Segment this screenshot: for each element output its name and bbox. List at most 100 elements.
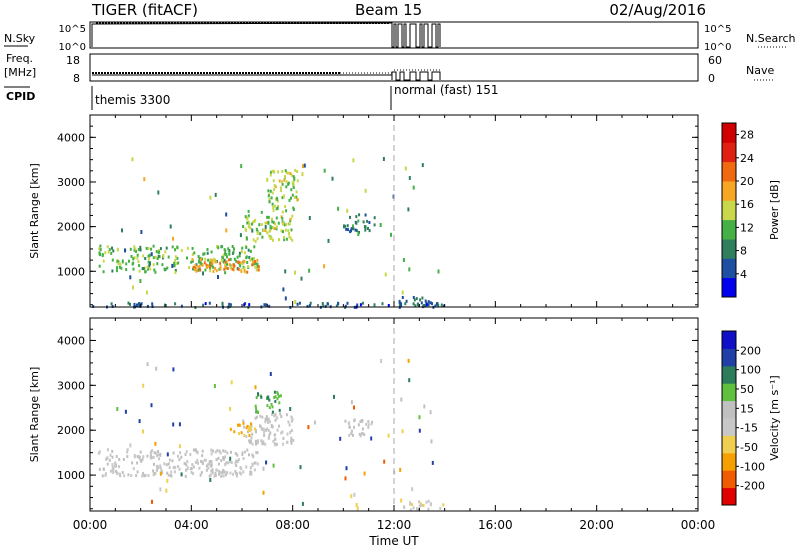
echo-cell	[380, 359, 383, 363]
echo-cell	[140, 230, 143, 234]
echo-cell	[111, 258, 114, 262]
echo-cell	[242, 457, 245, 460]
freq-tick-top: 18	[66, 54, 80, 67]
echo-cell	[193, 251, 196, 255]
echo-cell	[283, 178, 286, 182]
echo-cell	[163, 268, 166, 272]
echo-cell	[294, 168, 297, 172]
echo-cell	[121, 471, 124, 474]
echo-cell	[248, 426, 251, 430]
echo-cell	[294, 300, 297, 304]
echo-cell	[124, 409, 127, 414]
echo-cell	[116, 248, 119, 252]
echo-cell	[146, 265, 149, 269]
echo-cell	[359, 303, 362, 307]
echo-cell	[132, 467, 135, 471]
echo-cell	[259, 232, 262, 236]
echo-cell	[333, 394, 335, 399]
echo-cell	[191, 247, 194, 250]
echo-region	[242, 209, 294, 243]
echo-cell	[398, 299, 401, 304]
echo-cell	[129, 275, 132, 280]
echo-cell	[217, 246, 220, 250]
echo-cell	[143, 474, 146, 478]
echo-cell	[124, 248, 126, 253]
echo-cell	[271, 202, 274, 206]
echo-cell	[115, 455, 118, 458]
echo-cell	[107, 250, 110, 254]
echo-cell	[263, 430, 266, 434]
echo-cell	[240, 472, 243, 476]
echo-cell	[99, 244, 102, 248]
echo-cell	[130, 255, 133, 258]
echo-cell	[252, 257, 255, 260]
echo-cell	[216, 449, 219, 453]
echo-cell	[282, 194, 285, 199]
echo-cell	[352, 158, 355, 163]
echo-cell	[234, 470, 237, 473]
echo-cell	[152, 244, 155, 248]
echo-cell	[423, 404, 426, 409]
echo-cell	[159, 452, 162, 457]
echo-cell	[147, 254, 150, 258]
echo-cell	[155, 468, 158, 472]
echo-cell	[133, 245, 136, 249]
echo-cell	[172, 466, 175, 470]
echo-cell	[262, 490, 265, 495]
echo-cell	[355, 215, 358, 219]
colorbar-swatch	[722, 487, 736, 506]
echo-region	[98, 244, 259, 275]
echo-cell	[179, 451, 182, 455]
echo-cell	[191, 252, 194, 256]
echo-cell	[104, 251, 107, 255]
echo-cell	[117, 465, 120, 469]
echo-cell	[355, 221, 358, 225]
echo-cell	[204, 268, 207, 272]
echo-cell	[425, 303, 428, 307]
colorbar-label: Velocity [m s⁻¹]	[768, 375, 781, 460]
echo-cell	[210, 469, 213, 473]
echo-cell	[180, 472, 183, 477]
echo-cell	[425, 500, 428, 504]
echo-cell	[209, 258, 212, 262]
echo-cell	[229, 303, 232, 307]
echo-cell	[232, 263, 235, 267]
echo-cell	[196, 451, 199, 455]
echo-cell	[151, 499, 153, 504]
echo-cell	[162, 254, 165, 259]
echo-cell	[291, 193, 294, 197]
colorbar-swatch	[722, 142, 736, 163]
echo-cell	[138, 419, 141, 424]
echo-cell	[268, 433, 271, 437]
echo-cell	[214, 471, 217, 475]
echo-cell	[204, 458, 207, 462]
echo-cell	[262, 228, 265, 232]
echo-cell	[178, 444, 181, 449]
echo-cell	[288, 222, 291, 226]
echo-cell	[222, 256, 224, 260]
echo-cell	[322, 304, 325, 308]
echo-cell	[247, 225, 250, 229]
nave-tick-bottom: 0	[708, 72, 715, 85]
echo-cell	[277, 392, 279, 396]
echo-cell	[225, 212, 228, 217]
echo-cell	[286, 432, 289, 436]
echo-cell	[350, 227, 353, 231]
echo-cell	[281, 216, 284, 220]
echo-cell	[288, 423, 291, 427]
nsky-trace	[91, 22, 441, 48]
echo-cell	[200, 258, 202, 262]
echo-cell	[359, 420, 362, 424]
echo-cell	[183, 461, 186, 465]
echo-cell	[237, 458, 240, 462]
echo-cell	[196, 458, 199, 462]
echo-cell	[218, 472, 220, 476]
echo-cell	[166, 478, 169, 483]
echo-cell	[431, 460, 434, 465]
echo-cell	[264, 229, 267, 233]
echo-cell	[158, 250, 160, 254]
echo-cell	[251, 257, 254, 261]
echo-region	[403, 499, 445, 512]
echo-region	[92, 301, 445, 309]
echo-cell	[387, 304, 390, 307]
